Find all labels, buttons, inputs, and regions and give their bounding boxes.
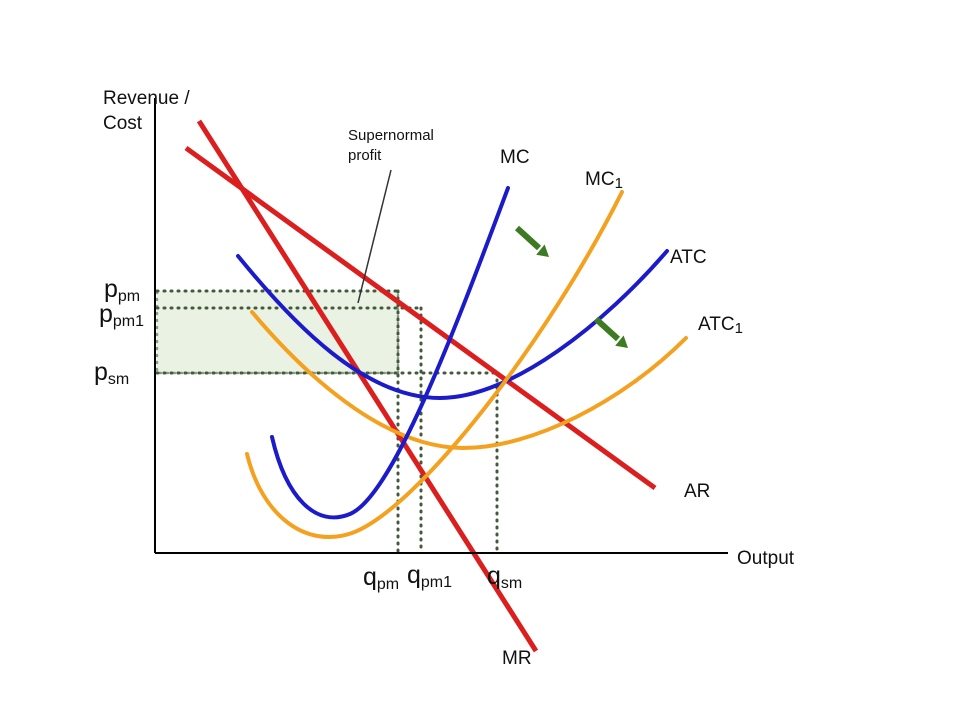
mc1-label: MC1	[585, 169, 623, 192]
mc1-curve	[245, 190, 624, 539]
shift-arrow-mc-head	[536, 244, 549, 257]
mc-label: MC	[500, 147, 530, 168]
mc-curve	[270, 186, 510, 520]
shift-arrow-atc-shaft	[593, 316, 621, 342]
price-label-p-pm1: ppm1	[99, 300, 144, 330]
atc1-label: ATC1	[698, 314, 743, 337]
supernormal-profit-label-line2: profit	[348, 147, 382, 164]
quantity-label-q-sm: qsm	[487, 562, 522, 592]
shift-arrow-atc	[593, 316, 628, 348]
y-axis-title-line1: Revenue /	[103, 88, 190, 109]
shift-arrow-mc	[514, 225, 549, 257]
ar-curve	[184, 145, 657, 491]
shift-arrow-atc-head	[615, 335, 628, 348]
quantity-label-q-pm1: qpm1	[407, 561, 452, 591]
shift-arrow-mc-shaft	[514, 225, 542, 251]
quantity-label-q-pm: qpm	[363, 563, 399, 593]
price-label-p-pm: ppm	[104, 275, 140, 305]
atc-label: ATC	[670, 247, 707, 268]
supernormal-profit-label-line1: Supernormal	[348, 127, 434, 144]
price-label-p-sm: psm	[94, 358, 129, 388]
ar-label: AR	[684, 481, 710, 502]
mr-curve	[196, 119, 539, 653]
atc1-curve	[250, 310, 688, 451]
mr-label: MR	[502, 648, 532, 669]
atc-curve	[236, 249, 669, 401]
annotation-leader-line	[357, 169, 392, 304]
y-axis-title-line2: Cost	[103, 113, 143, 134]
x-axis-title: Output	[737, 548, 795, 569]
